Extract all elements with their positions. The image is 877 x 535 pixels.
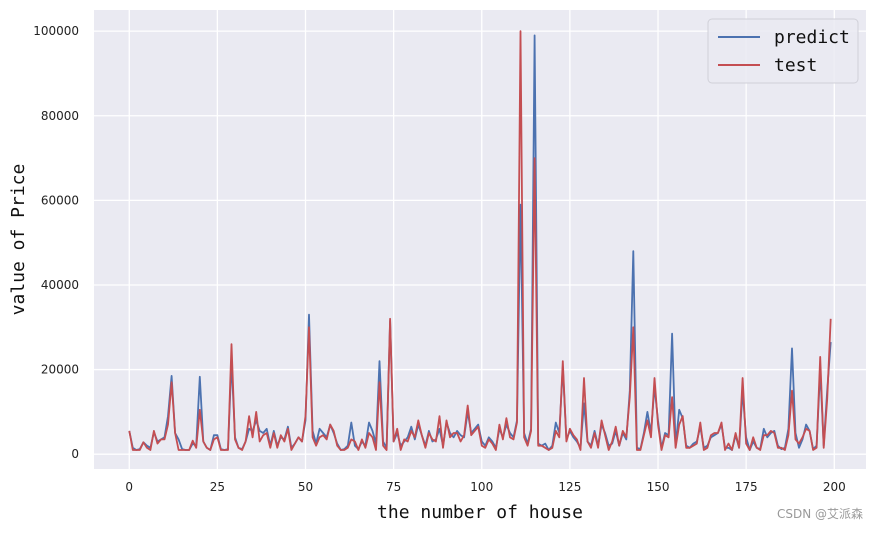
y-tick-label: 60000	[41, 193, 79, 207]
y-tick-label: 20000	[41, 363, 79, 377]
y-tick-label: 40000	[41, 278, 79, 292]
x-axis-title: the number of house	[377, 502, 583, 523]
y-tick-label: 0	[71, 447, 79, 461]
x-tick-label: 200	[823, 480, 846, 494]
x-tick-label: 25	[210, 480, 225, 494]
series-lines	[128, 30, 832, 451]
x-tick-label: 75	[386, 480, 401, 494]
x-tick-label: 50	[298, 480, 313, 494]
y-tick-label: 100000	[33, 24, 79, 38]
legend-box	[707, 18, 859, 84]
x-tick-label: 175	[735, 480, 758, 494]
plot-background	[94, 10, 866, 469]
series-line-test	[128, 30, 832, 451]
legend-label-predict: predict	[774, 27, 850, 48]
watermark: CSDN @艾派森	[776, 507, 863, 521]
y-axis-title: value of Price	[8, 164, 29, 316]
legend: predict test	[707, 18, 859, 84]
x-tick-label: 0	[125, 480, 133, 494]
grid-lines	[94, 10, 866, 469]
x-tick-label: 100	[470, 480, 493, 494]
legend-label-test: test	[774, 55, 817, 76]
tick-labels: 0 25 50 75 100 125 150 175 200 0 20000 40000 60000 80…	[33, 24, 846, 494]
x-tick-label: 125	[558, 480, 581, 494]
x-tick-label: 150	[647, 480, 670, 494]
y-tick-label: 80000	[41, 109, 79, 123]
